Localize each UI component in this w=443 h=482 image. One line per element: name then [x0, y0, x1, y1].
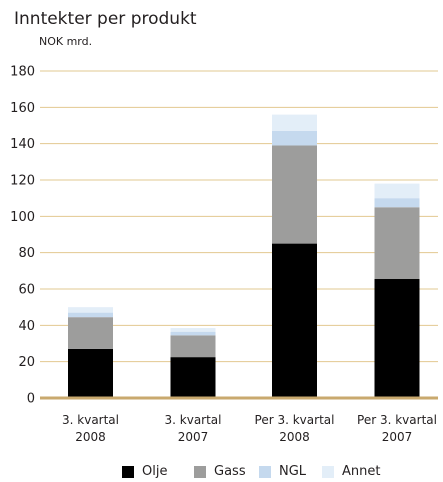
- y-tick-label: 20: [18, 355, 35, 370]
- legend-item-annet: Annet: [322, 464, 380, 479]
- legend-label: Annet: [342, 464, 381, 479]
- bar-segment-gass: [170, 335, 216, 358]
- bar-segment-annet: [170, 328, 216, 332]
- bar-segment-annet: [272, 114, 317, 131]
- bar-segment-olje: [68, 348, 113, 398]
- x-tick-label: 2008: [75, 430, 106, 444]
- y-tick-label: 160: [10, 101, 35, 116]
- legend-item-ngl: NGL: [259, 464, 306, 479]
- bar-segment-ngl: [374, 198, 420, 208]
- x-tick-label: Per 3. kvartal: [255, 413, 335, 427]
- bar-segment-annet: [374, 183, 420, 199]
- bar-segment-olje: [374, 279, 420, 398]
- bar-segment-ngl: [170, 331, 216, 336]
- bar-segment-gass: [68, 317, 113, 349]
- chart-title: Inntekter per produkt: [14, 9, 197, 29]
- bar-segment-gass: [374, 207, 420, 280]
- bar-segment-ngl: [272, 130, 317, 146]
- y-tick-label: 40: [18, 319, 35, 334]
- chart-subtitle: NOK mrd.: [39, 35, 93, 48]
- y-tick-label: 60: [18, 283, 35, 298]
- y-tick-label: 0: [27, 392, 35, 407]
- x-tick-label: 3. kvartal: [62, 413, 119, 427]
- y-tick-label: 180: [10, 65, 35, 80]
- legend-label: Olje: [142, 464, 168, 479]
- x-tick-label: 2007: [382, 430, 413, 444]
- y-tick-label: 140: [10, 137, 35, 152]
- legend-item-olje: Olje: [122, 464, 167, 479]
- y-tick-label: 120: [10, 174, 35, 189]
- y-tick-label: 80: [18, 246, 35, 261]
- legend-label: NGL: [279, 464, 307, 479]
- x-axis-baseline: [40, 396, 438, 400]
- chart-legend: Olje Gass NGL Annet: [0, 464, 443, 482]
- bar-segment-olje: [170, 357, 216, 398]
- legend-swatch: [322, 465, 334, 478]
- x-tick-label: 2007: [178, 430, 209, 444]
- x-tick-label: Per 3. kvartal: [357, 413, 437, 427]
- y-tick-label: 100: [10, 210, 35, 225]
- legend-swatch: [122, 465, 134, 478]
- legend-item-gass: Gass: [194, 464, 246, 479]
- bar-segment-annet: [68, 307, 113, 313]
- legend-label: Gass: [214, 464, 246, 479]
- stacked-bar-chart: 0 20 40 60 80 100 120 140 160 180 3. kvartal 2008 3.…: [10, 65, 438, 444]
- x-tick-label: 3. kvartal: [165, 413, 222, 427]
- legend-swatch: [194, 465, 206, 478]
- x-tick-label: 2008: [279, 430, 310, 444]
- bar-segment-gass: [272, 145, 317, 244]
- legend-swatch: [259, 465, 271, 478]
- bar-segment-ngl: [68, 312, 113, 318]
- bar-segment-olje: [272, 243, 317, 398]
